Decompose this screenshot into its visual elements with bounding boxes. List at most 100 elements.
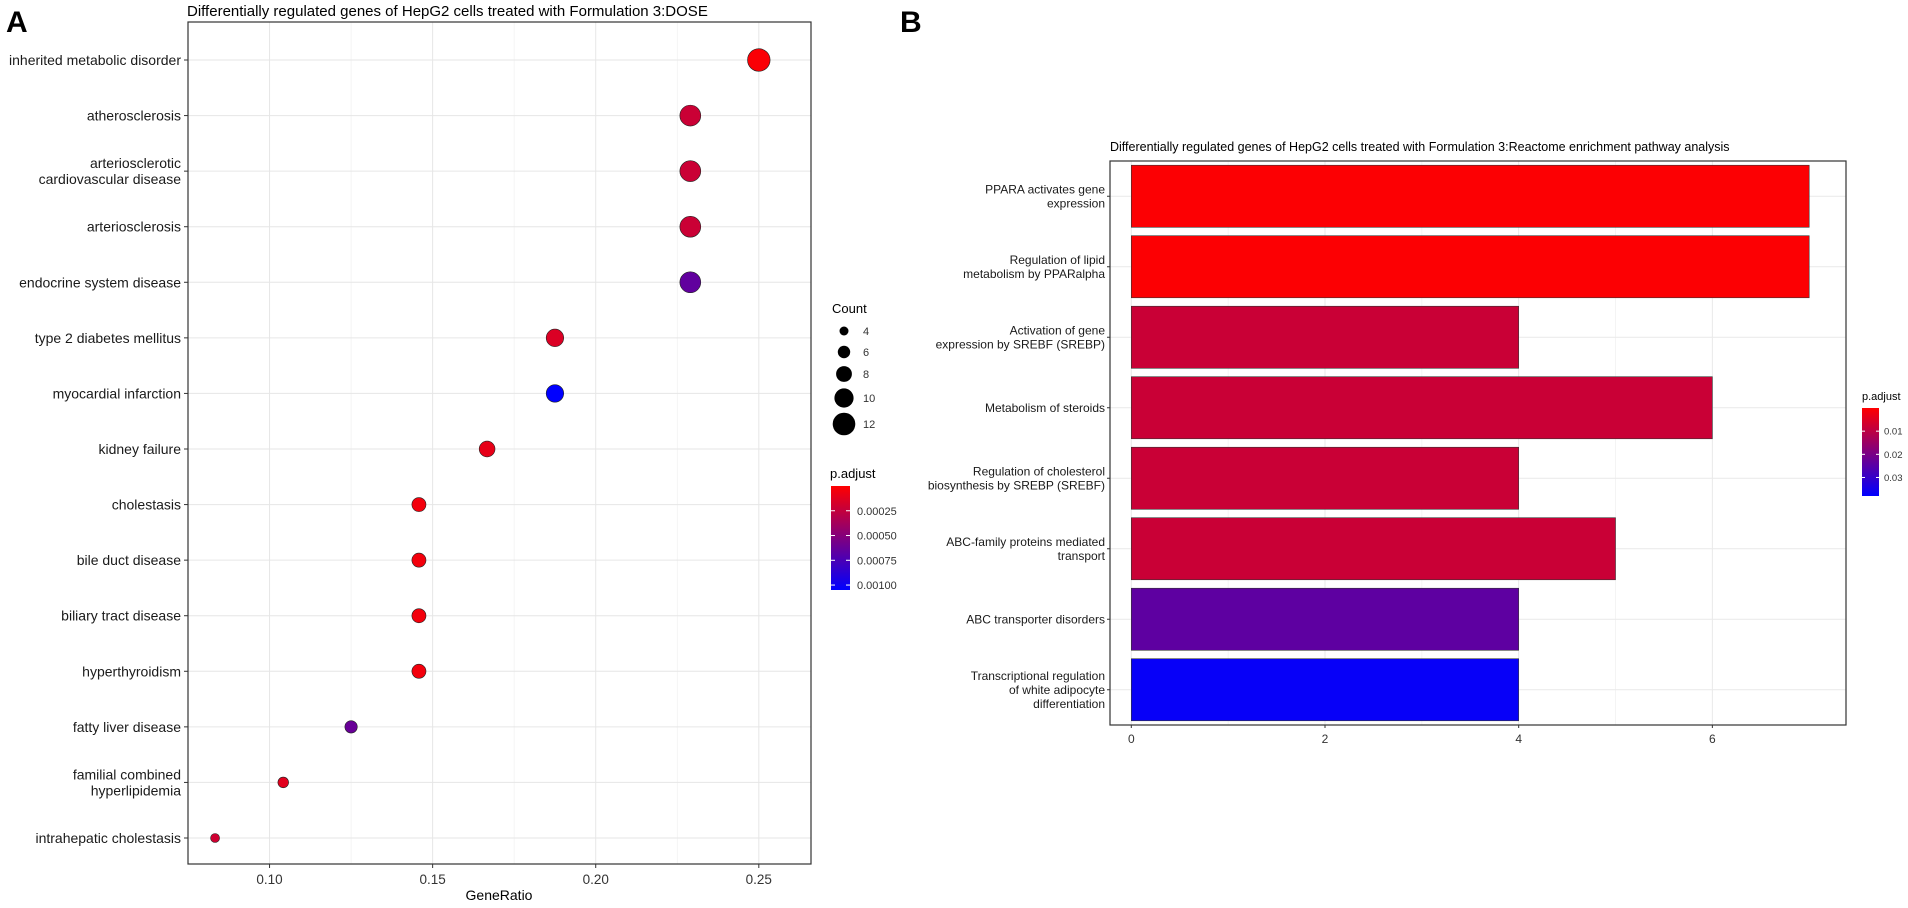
y-tick-label: endocrine system disease — [19, 274, 181, 290]
panel-a-grid — [188, 22, 811, 864]
y-tick-label: kidney failure — [99, 441, 182, 457]
y-tick-label: expression — [1047, 196, 1105, 210]
dot-point — [679, 160, 702, 182]
y-tick-label: differentiation — [1033, 697, 1105, 711]
dot-point — [344, 720, 358, 734]
padjust-legend-label: 0.02 — [1884, 450, 1903, 461]
panel-a-padjust-legend: p.adjust 0.00025 0.00050 0.00075 0.00100 — [830, 466, 897, 592]
y-tick-label: familial combined — [73, 766, 181, 782]
y-tick-label: bile duct disease — [77, 552, 182, 568]
dot-point — [411, 552, 427, 568]
y-tick-label: Metabolism of steroids — [985, 401, 1105, 415]
dot-point — [747, 48, 771, 72]
padjust-legend-label: 0.00025 — [857, 506, 897, 518]
panel-b-plot-frame — [1109, 160, 1847, 726]
panel-a: A Differentially regulated genes of HepG… — [6, 3, 897, 903]
y-tick-label: Activation of gene — [1010, 323, 1106, 337]
x-tick-label: 0.20 — [583, 872, 609, 887]
y-tick-label: metabolism by PPARalpha — [963, 267, 1105, 281]
panel-b-padjust-legend: p.adjust 0.01 0.02 0.03 — [1862, 391, 1903, 496]
dot-point — [411, 663, 427, 679]
dot-point — [478, 440, 496, 458]
x-tick-label: 0 — [1128, 732, 1135, 746]
y-tick-label: Regulation of lipid — [1010, 253, 1105, 267]
panel-a-plot-frame — [187, 21, 812, 865]
panel-a-y-labels: inherited metabolic disorder atherosclero… — [9, 52, 188, 846]
count-legend-label: 4 — [863, 326, 869, 338]
panel-b-bars — [1131, 164, 1810, 722]
padjust-colorbar-a — [831, 486, 850, 590]
panel-a-letter: A — [6, 6, 28, 39]
padjust-colorbar-b — [1862, 408, 1879, 496]
padjust-legend-label: 0.03 — [1884, 473, 1903, 484]
count-legend-key — [834, 388, 854, 408]
x-tick-label: 0.10 — [256, 872, 282, 887]
count-legend-key — [837, 345, 851, 359]
y-tick-label: cholestasis — [112, 497, 181, 513]
y-tick-label: arteriosclerotic — [90, 155, 181, 171]
y-tick-label: arteriosclerosis — [87, 219, 181, 235]
dot-point — [210, 833, 220, 843]
count-legend-label: 8 — [863, 369, 869, 381]
y-tick-label: ABC-family proteins mediated — [946, 535, 1105, 549]
bar — [1131, 446, 1519, 510]
dot-point — [545, 384, 565, 403]
dot-point — [411, 608, 427, 624]
y-tick-label: biliary tract disease — [61, 608, 181, 624]
bar — [1131, 164, 1810, 228]
panel-b-x-ticks: 0 2 4 6 — [1128, 725, 1716, 746]
x-tick-label: 2 — [1322, 732, 1329, 746]
count-legend-label: 10 — [863, 393, 875, 405]
y-tick-label: expression by SREBF (SREBP) — [936, 337, 1105, 351]
count-legend-label: 6 — [863, 347, 869, 359]
dot-point — [679, 271, 702, 294]
dot-point — [411, 497, 427, 512]
x-tick-label: 0.15 — [419, 872, 445, 887]
x-tick-label: 4 — [1515, 732, 1522, 746]
bar — [1131, 587, 1519, 651]
y-tick-label: of white adipocyte — [1009, 683, 1105, 697]
panel-a-points — [210, 48, 771, 843]
panel-b-letter: B — [900, 6, 922, 39]
panel-a-count-legend: Count 4 6 8 10 12 — [832, 301, 875, 436]
count-legend-title: Count — [832, 301, 867, 316]
y-tick-label: cardiovascular disease — [39, 171, 182, 187]
panel-a-x-ticks: 0.10 0.15 0.20 0.25 — [256, 864, 772, 887]
count-legend-key — [832, 412, 856, 436]
y-tick-label: hyperlipidemia — [91, 782, 181, 798]
panel-a-x-axis-label: GeneRatio — [466, 887, 533, 903]
panel-b: B Differentially regulated genes of HepG… — [900, 6, 1903, 746]
panel-a-title: Differentially regulated genes of HepG2 … — [187, 3, 708, 20]
padjust-legend-label: 0.01 — [1884, 427, 1903, 438]
y-tick-label: myocardial infarction — [53, 385, 181, 401]
bar — [1131, 235, 1810, 299]
y-tick-label: type 2 diabetes mellitus — [35, 330, 181, 346]
y-tick-label: fatty liver disease — [73, 719, 181, 735]
padjust-legend-title-a: p.adjust — [830, 466, 876, 481]
y-tick-label: ABC transporter disorders — [966, 612, 1105, 626]
padjust-legend-label: 0.00100 — [857, 580, 897, 592]
y-tick-label: atherosclerosis — [87, 108, 181, 124]
count-legend-label: 12 — [863, 419, 875, 431]
count-legend-key — [839, 326, 849, 336]
panel-b-title: Differentially regulated genes of HepG2 … — [1110, 140, 1730, 154]
dot-point — [679, 104, 702, 127]
padjust-legend-label: 0.00050 — [857, 531, 897, 543]
dot-point — [679, 215, 702, 238]
dot-point — [277, 776, 289, 789]
padjust-legend-title-b: p.adjust — [1862, 391, 1901, 403]
x-tick-label: 0.25 — [746, 872, 772, 887]
y-tick-label: transport — [1058, 549, 1106, 563]
padjust-legend-label: 0.00075 — [857, 555, 897, 567]
dot-point — [545, 328, 565, 347]
bar — [1131, 517, 1616, 581]
y-tick-label: PPARA activates gene — [985, 182, 1105, 196]
y-tick-label: biosynthesis by SREBP (SREBF) — [928, 478, 1105, 492]
y-tick-label: intrahepatic cholestasis — [35, 830, 181, 846]
y-tick-label: inherited metabolic disorder — [9, 52, 181, 68]
x-tick-label: 6 — [1709, 732, 1716, 746]
bar — [1131, 658, 1519, 722]
bar — [1131, 376, 1713, 440]
